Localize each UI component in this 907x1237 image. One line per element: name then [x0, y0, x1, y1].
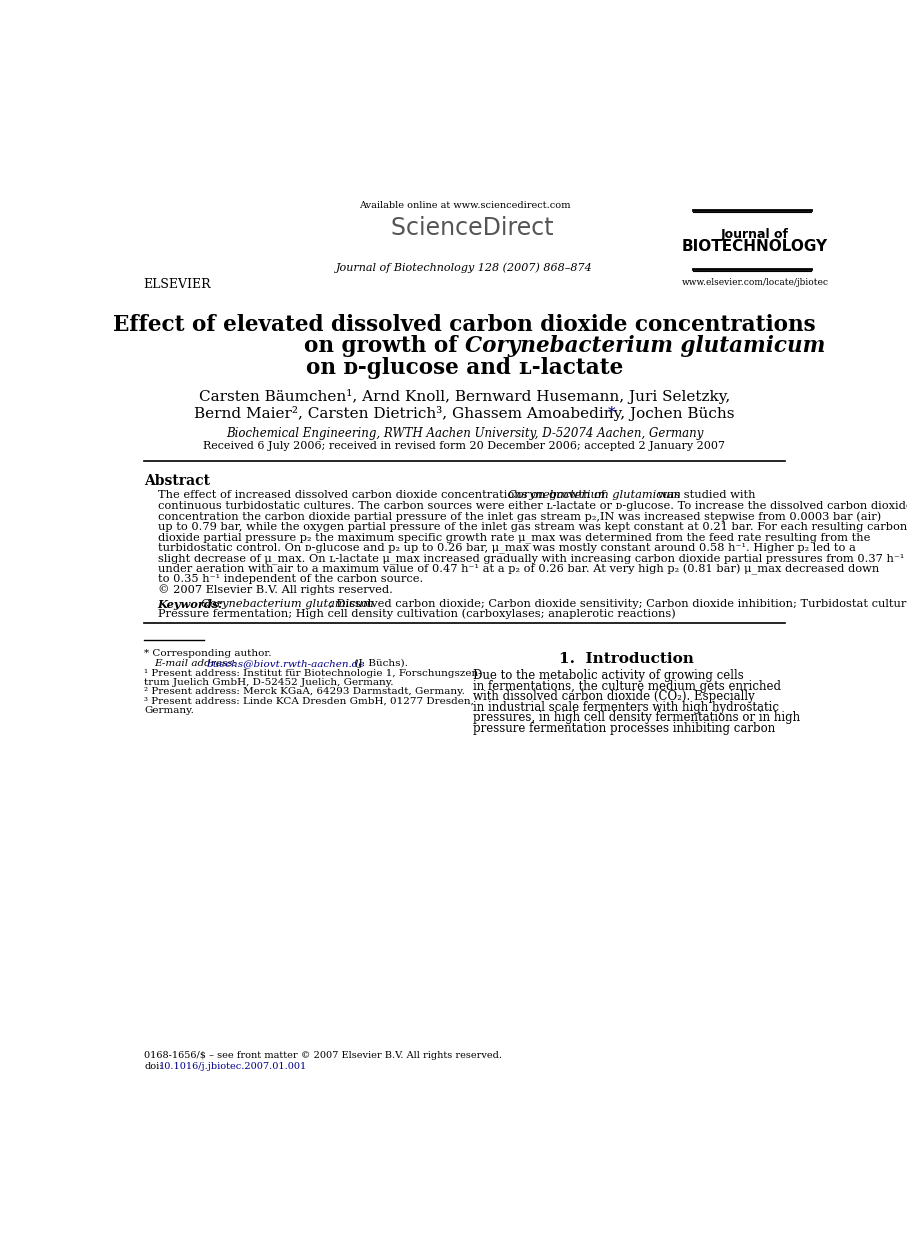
Text: BIOTECHNOLOGY: BIOTECHNOLOGY	[682, 239, 828, 255]
Text: Carsten Bäumchen¹, Arnd Knoll, Bernward Husemann, Juri Seletzky,: Carsten Bäumchen¹, Arnd Knoll, Bernward …	[199, 388, 730, 403]
Text: on growth of: on growth of	[304, 335, 465, 356]
Text: continuous turbidostatic cultures. The carbon sources were either ʟ-lactate or ᴅ: continuous turbidostatic cultures. The c…	[158, 501, 907, 511]
Text: was studied with: was studied with	[654, 490, 756, 500]
Text: ³ Present address: Linde KCA Dresden GmbH, 01277 Dresden,: ³ Present address: Linde KCA Dresden Gmb…	[144, 696, 474, 705]
Text: ² Present address: Merck KGaA, 64293 Darmstadt, Germany.: ² Present address: Merck KGaA, 64293 Dar…	[144, 688, 465, 696]
Text: * Corresponding author.: * Corresponding author.	[144, 649, 272, 658]
Text: ELSEVIER: ELSEVIER	[143, 278, 210, 291]
Text: © 2007 Elsevier B.V. All rights reserved.: © 2007 Elsevier B.V. All rights reserved…	[158, 584, 393, 595]
Text: on ᴅ-glucose and ʟ-lactate: on ᴅ-glucose and ʟ-lactate	[306, 357, 623, 379]
Text: concentration the carbon dioxide partial pressure of the inlet gas stream p₂,IN : concentration the carbon dioxide partial…	[158, 511, 881, 522]
Text: Available online at www.sciencedirect.com: Available online at www.sciencedirect.co…	[358, 200, 571, 210]
Text: Due to the metabolic activity of growing cells: Due to the metabolic activity of growing…	[473, 669, 744, 682]
Text: Effect of elevated dissolved carbon dioxide concentrations: Effect of elevated dissolved carbon diox…	[113, 314, 815, 336]
Text: 0168-1656/$ – see front matter © 2007 Elsevier B.V. All rights reserved.: 0168-1656/$ – see front matter © 2007 El…	[144, 1051, 502, 1060]
Text: Abstract: Abstract	[144, 474, 210, 489]
Text: ¹ Present address: Institut für Biotechnologie 1, Forschungszen-: ¹ Present address: Institut für Biotechn…	[144, 669, 483, 678]
Text: E-mail address:: E-mail address:	[154, 659, 239, 668]
Text: 10.1016/j.jbiotec.2007.01.001: 10.1016/j.jbiotec.2007.01.001	[159, 1061, 307, 1071]
Text: to 0.35 h⁻¹ independent of the carbon source.: to 0.35 h⁻¹ independent of the carbon so…	[158, 574, 423, 584]
Text: *: *	[608, 406, 616, 419]
Text: The effect of increased dissolved carbon dioxide concentrations on growth of: The effect of increased dissolved carbon…	[158, 490, 609, 500]
Text: ; Dissolved carbon dioxide; Carbon dioxide sensitivity; Carbon dioxide inhibitio: ; Dissolved carbon dioxide; Carbon dioxi…	[329, 599, 907, 609]
Text: Journal of Biotechnology 128 (2007) 868–874: Journal of Biotechnology 128 (2007) 868–…	[336, 262, 593, 273]
Text: (J. Büchs).: (J. Büchs).	[351, 659, 408, 668]
Text: Corynebacterium glutamicum: Corynebacterium glutamicum	[508, 490, 680, 500]
Text: slight decrease of μ_max. On ʟ-lactate μ_max increased gradually with increasing: slight decrease of μ_max. On ʟ-lactate μ…	[158, 553, 904, 564]
Text: in fermentations, the culture medium gets enriched: in fermentations, the culture medium get…	[473, 679, 781, 693]
Text: Journal of: Journal of	[721, 228, 789, 241]
Text: trum Juelich GmbH, D-52452 Juelich, Germany.: trum Juelich GmbH, D-52452 Juelich, Germ…	[144, 678, 394, 688]
Text: dioxide partial pressure p₂ the maximum specific growth rate μ_max was determine: dioxide partial pressure p₂ the maximum …	[158, 532, 870, 543]
Text: doi:: doi:	[144, 1061, 163, 1071]
Text: Keywords:: Keywords:	[158, 599, 231, 610]
Text: under aeration with air to a maximum value of 0.47 h⁻¹ at a p₂ of 0.26 bar. At v: under aeration with air to a maximum val…	[158, 564, 879, 575]
Text: turbidostatic control. On ᴅ-glucose and p₂ up to 0.26 bar, μ_max was mostly cons: turbidostatic control. On ᴅ-glucose and …	[158, 543, 855, 553]
Text: buechs@biovt.rwth-aachen.de: buechs@biovt.rwth-aachen.de	[207, 659, 365, 668]
Text: Pressure fermentation; High cell density cultivation (carboxylases; anaplerotic : Pressure fermentation; High cell density…	[158, 609, 676, 620]
Text: up to 0.79 bar, while the oxygen partial pressure of the inlet gas stream was ke: up to 0.79 bar, while the oxygen partial…	[158, 522, 907, 532]
Text: Corynebacterium glutamicum: Corynebacterium glutamicum	[201, 599, 374, 609]
Text: pressure fermentation processes inhibiting carbon: pressure fermentation processes inhibiti…	[473, 722, 775, 735]
Text: pressures, in high cell density fermentations or in high: pressures, in high cell density fermenta…	[473, 711, 800, 725]
Text: Bernd Maier², Carsten Dietrich³, Ghassem Amoabediny, Jochen Büchs: Bernd Maier², Carsten Dietrich³, Ghassem…	[194, 406, 735, 421]
Text: Corynebacterium glutamicum: Corynebacterium glutamicum	[465, 335, 825, 356]
Text: www.elsevier.com/locate/jbiotec: www.elsevier.com/locate/jbiotec	[681, 278, 829, 287]
Text: with dissolved carbon dioxide (CO₂). Especially: with dissolved carbon dioxide (CO₂). Esp…	[473, 690, 755, 703]
Text: Biochemical Engineering, RWTH Aachen University, D-52074 Aachen, Germany: Biochemical Engineering, RWTH Aachen Uni…	[226, 427, 703, 440]
Text: Received 6 July 2006; received in revised form 20 December 2006; accepted 2 Janu: Received 6 July 2006; received in revise…	[203, 442, 726, 452]
Text: Germany.: Germany.	[144, 706, 194, 715]
Text: ScienceDirect: ScienceDirect	[375, 216, 553, 240]
Text: 1.  Introduction: 1. Introduction	[559, 652, 694, 666]
Text: in industrial scale fermenters with high hydrostatic: in industrial scale fermenters with high…	[473, 701, 779, 714]
